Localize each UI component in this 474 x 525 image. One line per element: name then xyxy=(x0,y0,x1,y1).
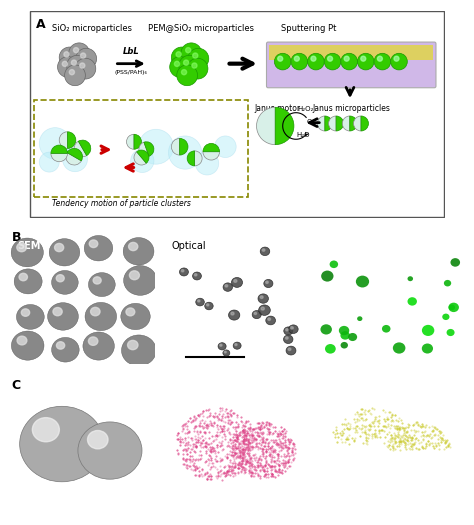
Circle shape xyxy=(274,53,291,70)
Circle shape xyxy=(192,53,198,58)
Wedge shape xyxy=(336,116,344,131)
Text: B: B xyxy=(12,231,21,244)
Circle shape xyxy=(341,53,357,70)
Circle shape xyxy=(311,56,316,61)
Circle shape xyxy=(64,52,69,57)
Circle shape xyxy=(62,61,67,67)
Text: Janus microparticles: Janus microparticles xyxy=(312,104,391,113)
Circle shape xyxy=(176,52,181,57)
Circle shape xyxy=(72,60,77,65)
Circle shape xyxy=(187,58,208,79)
Wedge shape xyxy=(180,139,188,155)
Circle shape xyxy=(186,48,191,53)
Circle shape xyxy=(278,56,283,61)
Circle shape xyxy=(59,47,80,68)
Text: H₂O₂: H₂O₂ xyxy=(298,107,314,112)
Wedge shape xyxy=(67,132,76,149)
Circle shape xyxy=(170,57,191,77)
Wedge shape xyxy=(187,151,195,166)
Wedge shape xyxy=(59,132,67,149)
Wedge shape xyxy=(203,152,219,160)
Wedge shape xyxy=(325,116,332,131)
Circle shape xyxy=(357,53,374,70)
Circle shape xyxy=(138,129,173,164)
Circle shape xyxy=(344,56,349,61)
Bar xyxy=(34,100,248,197)
Text: (PSS/PAH)₆: (PSS/PAH)₆ xyxy=(115,70,147,75)
Wedge shape xyxy=(134,152,146,165)
Text: C: C xyxy=(12,379,21,392)
Wedge shape xyxy=(342,116,350,131)
Wedge shape xyxy=(78,140,91,155)
Circle shape xyxy=(39,152,59,172)
Circle shape xyxy=(328,56,333,61)
Circle shape xyxy=(67,55,88,76)
Wedge shape xyxy=(328,116,336,131)
Circle shape xyxy=(183,60,189,65)
Wedge shape xyxy=(134,134,141,149)
Circle shape xyxy=(324,53,341,70)
Wedge shape xyxy=(74,141,87,157)
Circle shape xyxy=(131,149,154,173)
Wedge shape xyxy=(195,151,202,166)
Circle shape xyxy=(391,53,407,70)
FancyBboxPatch shape xyxy=(266,42,436,88)
Wedge shape xyxy=(51,153,67,162)
Circle shape xyxy=(377,56,383,61)
Wedge shape xyxy=(127,134,134,149)
Text: Tendency motion of particle clusters: Tendency motion of particle clusters xyxy=(52,199,191,208)
Text: SiO₂ microparticles: SiO₂ microparticles xyxy=(52,24,132,33)
Circle shape xyxy=(73,48,79,53)
Circle shape xyxy=(75,58,96,79)
Circle shape xyxy=(192,63,197,68)
Circle shape xyxy=(215,136,236,158)
Circle shape xyxy=(394,56,399,61)
Wedge shape xyxy=(350,116,357,131)
Circle shape xyxy=(64,65,85,86)
Wedge shape xyxy=(144,142,154,156)
Circle shape xyxy=(181,43,202,64)
Circle shape xyxy=(168,136,202,169)
Circle shape xyxy=(291,53,308,70)
Text: Janus motor: Janus motor xyxy=(255,104,301,113)
Wedge shape xyxy=(137,150,149,163)
Circle shape xyxy=(294,56,299,61)
Circle shape xyxy=(179,55,200,76)
Circle shape xyxy=(177,65,198,86)
Circle shape xyxy=(57,57,78,77)
Wedge shape xyxy=(361,116,368,131)
Wedge shape xyxy=(256,107,275,145)
Wedge shape xyxy=(172,139,180,155)
Circle shape xyxy=(308,53,324,70)
Circle shape xyxy=(81,53,86,58)
Text: H₂O: H₂O xyxy=(296,132,310,138)
Wedge shape xyxy=(203,143,219,152)
Circle shape xyxy=(172,47,192,68)
Wedge shape xyxy=(275,107,294,145)
Circle shape xyxy=(39,128,71,159)
Circle shape xyxy=(76,48,97,69)
Text: PEM@SiO₂ microparticles: PEM@SiO₂ microparticles xyxy=(148,24,254,33)
Circle shape xyxy=(195,152,219,175)
Circle shape xyxy=(188,48,209,69)
Wedge shape xyxy=(318,116,325,131)
Wedge shape xyxy=(51,145,67,153)
Circle shape xyxy=(69,43,90,64)
Text: Sputtering Pt: Sputtering Pt xyxy=(281,24,336,33)
Wedge shape xyxy=(67,149,82,161)
Text: O₂: O₂ xyxy=(307,119,315,125)
Wedge shape xyxy=(139,142,149,157)
Circle shape xyxy=(69,70,74,75)
Circle shape xyxy=(361,56,366,61)
Wedge shape xyxy=(354,116,361,131)
Wedge shape xyxy=(66,153,82,165)
Circle shape xyxy=(63,147,88,172)
Bar xyxy=(269,45,434,59)
Circle shape xyxy=(80,63,85,68)
Text: LbL: LbL xyxy=(123,47,139,56)
Circle shape xyxy=(374,53,391,70)
Circle shape xyxy=(182,70,187,75)
Circle shape xyxy=(174,61,180,67)
Text: A: A xyxy=(36,18,45,31)
